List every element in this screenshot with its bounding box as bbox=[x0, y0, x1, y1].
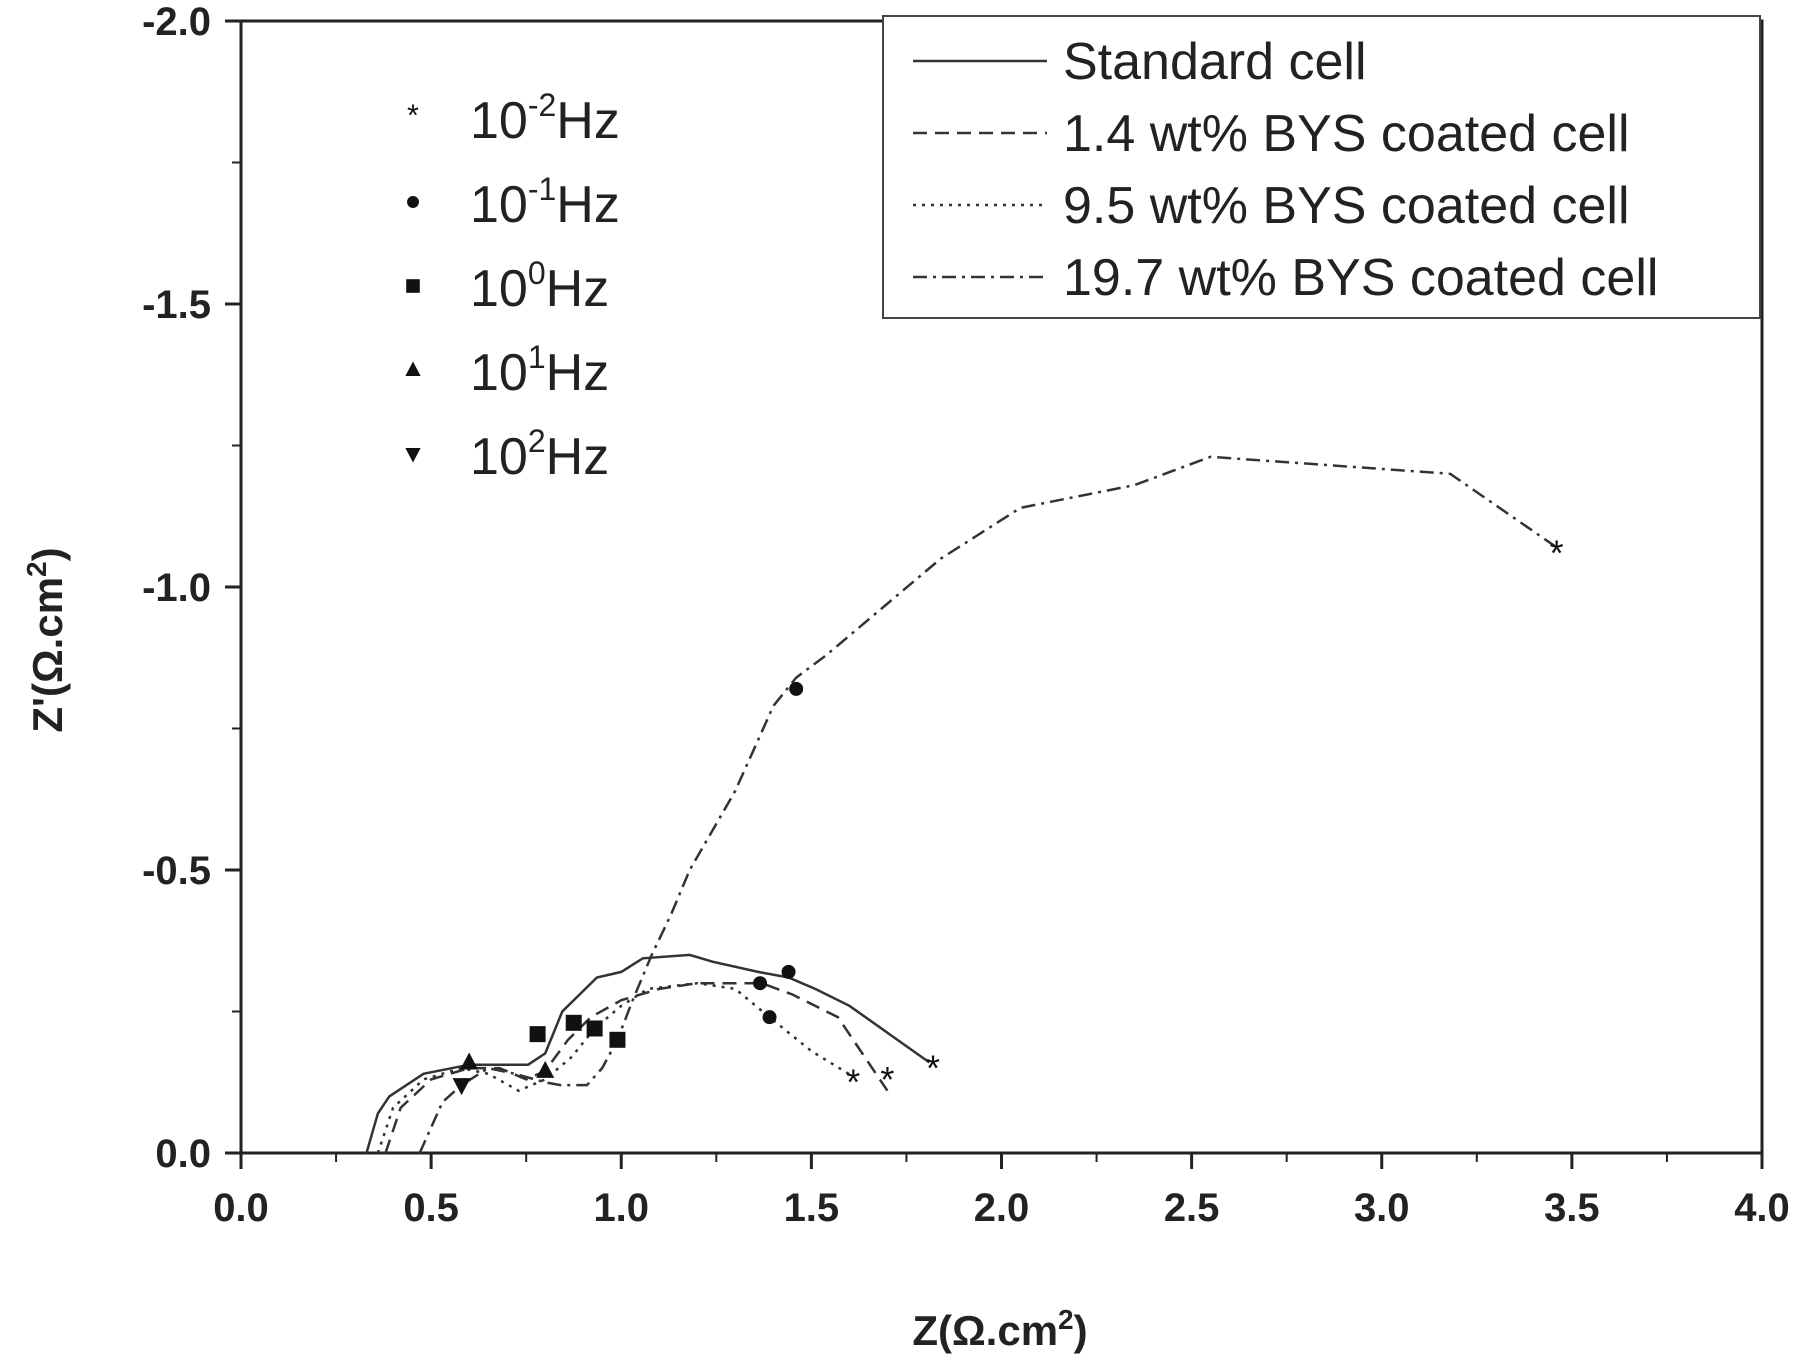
x-tick-label: 3.5 bbox=[1544, 1186, 1600, 1230]
data-marker-square bbox=[529, 1026, 546, 1043]
data-marker-triangle-down bbox=[452, 1078, 471, 1096]
data-marker-circle bbox=[781, 964, 796, 979]
series-line-0 bbox=[365, 953, 931, 1154]
data-marker-circle bbox=[753, 976, 768, 991]
legend-label: Standard cell bbox=[1063, 33, 1367, 91]
data-marker-triangle-up bbox=[460, 1052, 479, 1070]
x-tick-label: 2.0 bbox=[974, 1186, 1030, 1230]
legend-marker-triangle-down bbox=[405, 448, 421, 463]
legend-marker-circle bbox=[407, 196, 419, 208]
y-tick-label: -0.5 bbox=[142, 849, 211, 893]
series-line-1 bbox=[384, 981, 889, 1154]
frequency-label: 10-2Hz bbox=[470, 87, 620, 150]
data-marker-star: * bbox=[926, 1047, 940, 1088]
data-marker-star: * bbox=[846, 1062, 860, 1103]
legend-marker-square bbox=[406, 279, 420, 293]
frequency-label: 102Hz bbox=[470, 423, 609, 486]
series-legend: Standard cell 1.4 wt% BYS coated cell 9.5 … bbox=[882, 15, 1761, 319]
legend-marker-triangle-up bbox=[405, 361, 421, 376]
series-line-2 bbox=[376, 981, 854, 1154]
legend-label: 9.5 wt% BYS coated cell bbox=[1063, 177, 1630, 235]
data-marker-circle bbox=[762, 1010, 777, 1025]
series-line-3 bbox=[418, 455, 1558, 1154]
y-tick-label: -1.0 bbox=[142, 566, 211, 610]
data-marker-square bbox=[565, 1014, 582, 1031]
data-marker-square bbox=[609, 1031, 626, 1048]
y-tick-label: 0.0 bbox=[155, 1132, 211, 1176]
y-axis-title: Z'(Ω.cm2) bbox=[21, 547, 71, 732]
legend-marker-star: * bbox=[407, 98, 419, 132]
data-marker-square bbox=[586, 1020, 603, 1037]
frequency-label: 10-1Hz bbox=[470, 171, 620, 234]
legend-label: 19.7 wt% BYS coated cell bbox=[1063, 249, 1658, 307]
x-tick-label: 0.5 bbox=[403, 1186, 459, 1230]
y-tick-label: -2.0 bbox=[142, 0, 211, 44]
legend-box bbox=[882, 15, 1761, 319]
x-axis-title: Z(Ω.cm2) bbox=[912, 1304, 1087, 1354]
x-tick-label: 3.0 bbox=[1354, 1186, 1410, 1230]
frequency-label: 101Hz bbox=[470, 339, 609, 402]
x-tick-label: 4.0 bbox=[1734, 1186, 1790, 1230]
data-marker-star: * bbox=[1550, 532, 1564, 573]
data-marker-star: * bbox=[880, 1059, 894, 1100]
legend-label: 1.4 wt% BYS coated cell bbox=[1063, 105, 1630, 163]
frequency-legend: * 10-2Hz 10-1Hz 100Hz 101Hz 102Hz bbox=[405, 87, 620, 486]
y-tick-label: -1.5 bbox=[142, 283, 211, 327]
data-marker-circle bbox=[789, 681, 804, 696]
x-tick-label: 1.0 bbox=[593, 1186, 649, 1230]
x-tick-label: 1.5 bbox=[784, 1186, 840, 1230]
x-tick-label: 0.0 bbox=[213, 1186, 269, 1230]
data-marker-triangle-up bbox=[536, 1060, 555, 1078]
frequency-label: 100Hz bbox=[470, 255, 609, 318]
x-tick-label: 2.5 bbox=[1164, 1186, 1220, 1230]
